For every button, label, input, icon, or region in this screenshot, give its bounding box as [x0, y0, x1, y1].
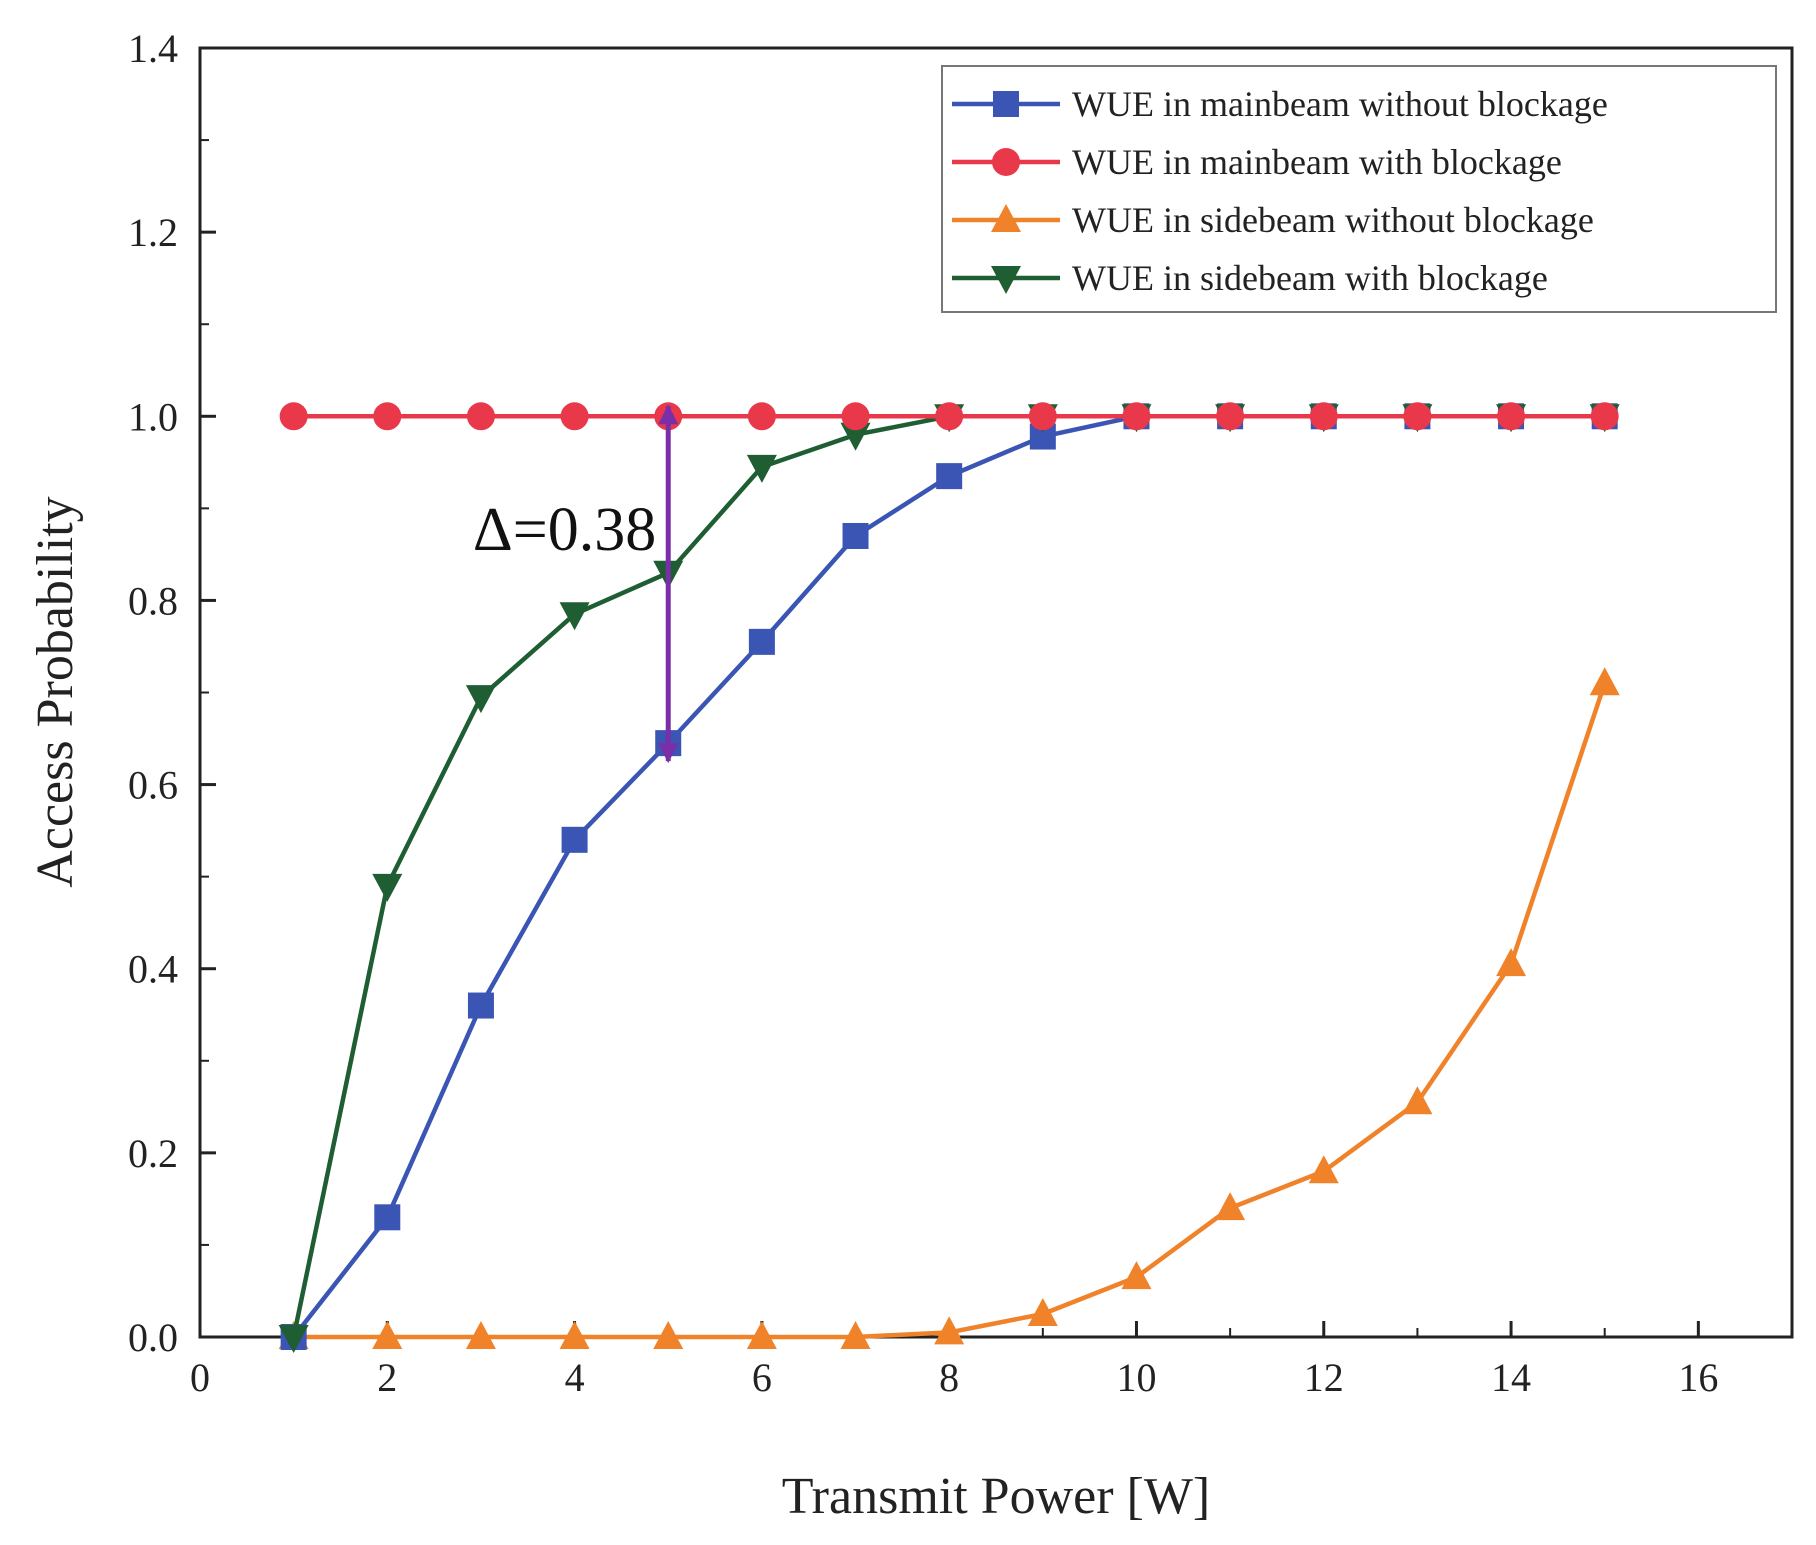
data-point	[840, 1321, 871, 1349]
y-axis-title: Access Probability	[27, 496, 84, 887]
legend-box	[941, 65, 1777, 313]
legend-label: WUE in sidebeam without blockage	[1072, 200, 1594, 240]
y-tick-label: 1.0	[128, 394, 178, 439]
series-2	[278, 667, 1620, 1349]
legend-item: WUE in sidebeam with blockage	[952, 258, 1548, 298]
data-point	[1216, 402, 1245, 431]
y-tick-label: 1.2	[128, 210, 178, 255]
data-point	[374, 1204, 401, 1231]
data-point	[467, 992, 494, 1019]
data-point	[1027, 1297, 1058, 1326]
x-tick-label: 16	[1678, 1355, 1718, 1400]
data-point	[465, 685, 496, 714]
data-point	[1403, 402, 1432, 431]
annotation-layer: Δ=0.38	[473, 404, 679, 764]
data-point	[559, 602, 590, 631]
data-point	[746, 1321, 777, 1349]
data-point	[279, 402, 308, 431]
y-tick-label: 0.2	[128, 1131, 178, 1176]
legend-item: WUE in mainbeam with blockage	[952, 142, 1562, 182]
data-point	[747, 402, 776, 431]
legend-label: WUE in mainbeam with blockage	[1072, 142, 1562, 182]
data-point	[372, 1321, 403, 1349]
data-point	[1121, 1261, 1152, 1290]
legend-marker	[991, 266, 1021, 294]
data-point	[1028, 402, 1057, 431]
x-tick-label: 12	[1304, 1355, 1344, 1400]
x-tick-label: 2	[377, 1355, 397, 1400]
legend-marker	[992, 148, 1020, 176]
data-point	[934, 1316, 965, 1345]
data-point	[559, 1321, 590, 1349]
data-point	[748, 628, 775, 655]
legend-label: WUE in sidebeam with blockage	[1072, 258, 1548, 298]
data-point	[1308, 1155, 1339, 1184]
y-tick-label: 1.4	[128, 26, 178, 71]
legend-label: WUE in mainbeam without blockage	[1072, 84, 1608, 124]
data-point	[840, 422, 871, 451]
data-point	[653, 1321, 684, 1349]
data-point	[841, 402, 870, 431]
data-point	[1496, 948, 1527, 977]
y-axis: 0.0 0.2 0.4 0.6 0.8 1.0 1.2 1.4	[128, 26, 216, 1360]
data-point	[1590, 402, 1619, 431]
delta-label: Δ=0.38	[473, 496, 656, 564]
data-point	[278, 1325, 309, 1353]
data-point	[560, 402, 589, 431]
y-tick-label: 0.4	[128, 947, 178, 992]
y-tick-label: 0.8	[128, 578, 178, 623]
data-point	[746, 454, 777, 483]
data-point	[842, 522, 869, 549]
data-point	[935, 402, 964, 431]
x-tick-label: 8	[939, 1355, 959, 1400]
x-tick-label: 10	[1116, 1355, 1156, 1400]
x-tick-label: 14	[1491, 1355, 1531, 1400]
data-point	[373, 402, 402, 431]
x-tick-label: 6	[752, 1355, 772, 1400]
legend-marker	[993, 91, 1019, 117]
x-tick-label: 0	[190, 1355, 210, 1400]
data-point	[561, 826, 588, 853]
data-point	[1309, 402, 1338, 431]
legend-item: WUE in sidebeam without blockage	[952, 200, 1594, 240]
data-point	[372, 873, 403, 902]
data-point	[1402, 1086, 1433, 1115]
legend-marker	[991, 204, 1021, 232]
legend: WUE in mainbeam without blockage WUE in m…	[941, 65, 1777, 313]
data-point	[936, 463, 963, 490]
legend-item: WUE in mainbeam without blockage	[952, 84, 1608, 124]
data-point	[1122, 402, 1151, 431]
data-point	[1497, 402, 1526, 431]
data-point	[1589, 667, 1620, 696]
data-point	[465, 1321, 496, 1349]
x-axis-title: Transmit Power [W]	[782, 1468, 1211, 1525]
y-tick-label: 0.0	[128, 1315, 178, 1360]
data-point	[1215, 1192, 1246, 1221]
x-tick-label: 4	[565, 1355, 585, 1400]
series-1	[279, 402, 1619, 431]
y-tick-label: 0.6	[128, 763, 178, 808]
data-point	[466, 402, 495, 431]
